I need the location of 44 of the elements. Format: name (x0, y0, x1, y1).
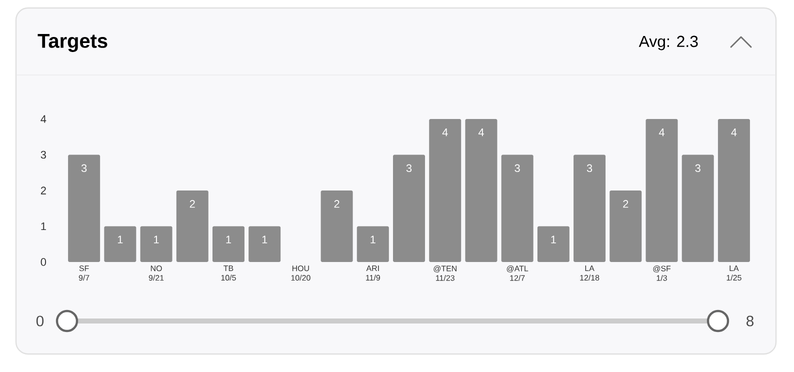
text: 8 (746, 316, 754, 326)
bar (68, 154, 100, 262)
data-label: 3 (81, 164, 87, 172)
bar (610, 190, 642, 262)
bar (212, 226, 244, 262)
text: Avg: 2.3 (638, 36, 698, 50)
y-tick-label: 4 (40, 115, 46, 123)
bar (429, 119, 462, 262)
bar (176, 190, 208, 262)
data-label: 1 (226, 236, 231, 244)
data-label: 1 (154, 236, 159, 244)
bar (574, 154, 606, 262)
data-label: 1 (370, 236, 376, 244)
data-label: 2 (190, 200, 195, 208)
data-label: 3 (406, 164, 412, 172)
data-label: 3 (695, 164, 700, 172)
data-label: 1 (262, 236, 268, 244)
y-tick-label: 0 (40, 258, 46, 266)
y-tick-label: 1 (41, 222, 46, 230)
bar (646, 119, 678, 262)
data-label: 2 (334, 200, 340, 208)
data-label: 4 (658, 128, 664, 136)
bar (104, 226, 136, 262)
data-label: 3 (514, 164, 520, 172)
data-label: 1 (551, 236, 556, 244)
data-label: 3 (586, 164, 592, 172)
bar (393, 154, 426, 262)
bar (501, 154, 534, 262)
bar (718, 119, 750, 262)
bar (356, 226, 389, 262)
bar (320, 190, 353, 262)
bar (140, 226, 172, 262)
y-tick-label: 2 (40, 186, 46, 194)
data-label: 4 (731, 128, 737, 136)
bar (465, 119, 498, 262)
data-label: 2 (623, 200, 628, 208)
data-label: 4 (442, 128, 448, 136)
bar (537, 226, 570, 262)
bar (682, 154, 714, 262)
data-label: 1 (118, 236, 123, 244)
bar (248, 226, 281, 262)
y-tick-label: 3 (40, 150, 46, 159)
chart-title: Targets (38, 34, 108, 52)
data-label: 4 (478, 128, 484, 136)
